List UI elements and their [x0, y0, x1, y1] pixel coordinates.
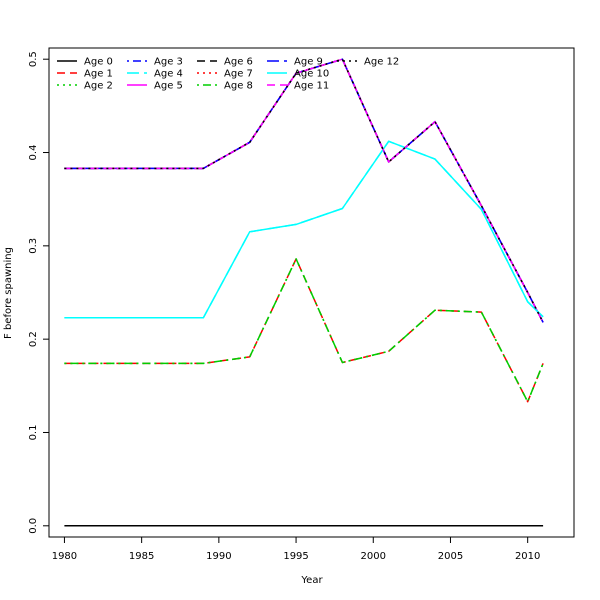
- legend-label: Age 3: [154, 57, 183, 68]
- legend-item: Age 8: [197, 81, 253, 92]
- y-tick-label: 0.3: [28, 238, 39, 254]
- legend-label: Age 10: [294, 69, 329, 80]
- series-line-age-10: [64, 140, 544, 319]
- legend-item: Age 2: [57, 81, 113, 92]
- y-tick-label: 0.1: [28, 425, 39, 441]
- legend-label: Age 11: [294, 81, 329, 92]
- legend-item: Age 11: [267, 81, 329, 92]
- y-tick-label: 0.4: [28, 145, 39, 161]
- series-line-age-12: [64, 58, 544, 323]
- series-line-age-2: [64, 258, 544, 403]
- series-line-age-3: [64, 58, 544, 323]
- y-tick-label: 0.5: [28, 51, 39, 67]
- legend-label: Age 8: [224, 81, 253, 92]
- x-tick-label: 2005: [438, 551, 463, 562]
- x-tick-label: 2010: [515, 551, 540, 562]
- legend-item: Age 4: [127, 69, 183, 80]
- x-tick-label: 1990: [206, 551, 231, 562]
- legend-label: Age 2: [84, 81, 113, 92]
- series-line-age-7: [64, 58, 544, 323]
- series-line-age-5: [64, 58, 544, 323]
- y-tick-label: 0.0: [28, 518, 39, 534]
- legend-label: Age 0: [84, 57, 113, 68]
- legend-label: Age 7: [224, 69, 253, 80]
- legend-label: Age 12: [364, 57, 399, 68]
- legend-item: Age 1: [57, 69, 113, 80]
- legend-label: Age 6: [224, 57, 253, 68]
- legend-item: Age 3: [127, 57, 183, 68]
- legend-item: Age 12: [337, 57, 399, 68]
- legend-item: Age 10: [267, 69, 329, 80]
- y-axis-label: F before spawning: [3, 247, 14, 339]
- legend-item: Age 6: [197, 57, 253, 68]
- x-tick-label: 1985: [129, 551, 154, 562]
- x-axis: 1980 1985 1990 1995 2000 2005 2010: [52, 536, 540, 562]
- x-axis-label: Year: [300, 575, 323, 586]
- x-tick-label: 2000: [361, 551, 386, 562]
- legend-label: Age 4: [154, 69, 183, 80]
- legend-label: Age 9: [294, 57, 323, 68]
- legend-item: Age 9: [267, 57, 323, 68]
- series-line-age-8: [64, 258, 544, 403]
- legend-item: Age 0: [57, 57, 113, 68]
- series-layer: [64, 58, 544, 527]
- series-line-age-1: [64, 258, 544, 403]
- x-tick-label: 1980: [52, 551, 77, 562]
- x-tick-label: 1995: [283, 551, 308, 562]
- series-line-age-9: [64, 58, 544, 323]
- legend-label: Age 1: [84, 69, 113, 80]
- series-line-age-11: [64, 58, 544, 323]
- y-axis: 0.0 0.1 0.2 0.3 0.4 0.5: [28, 51, 50, 534]
- legend-item: Age 5: [127, 81, 183, 92]
- legend-label: Age 5: [154, 81, 183, 92]
- series-line-age-6: [64, 58, 544, 323]
- y-tick-label: 0.2: [28, 331, 39, 347]
- legend-item: Age 7: [197, 69, 253, 80]
